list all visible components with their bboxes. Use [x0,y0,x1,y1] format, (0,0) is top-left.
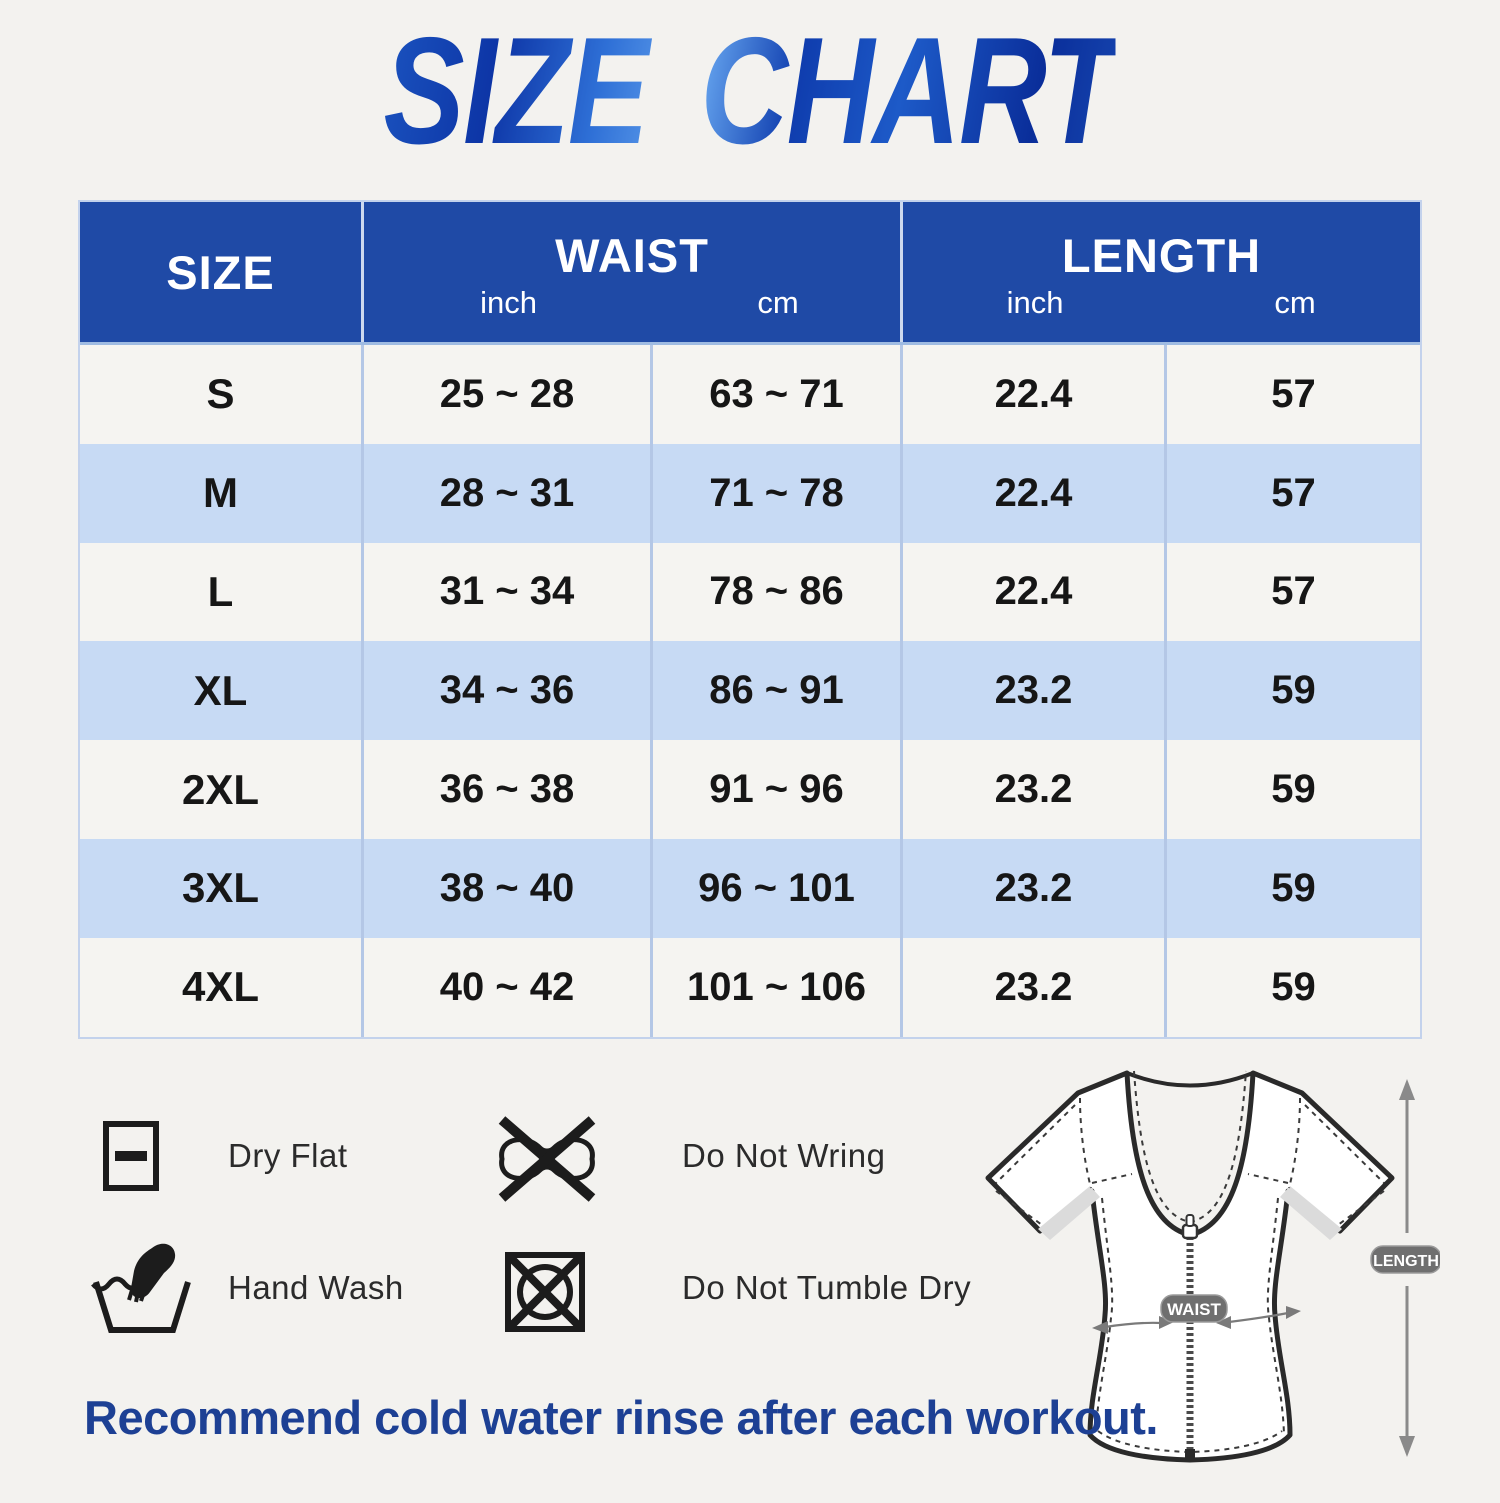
cell-waist-cm: 91 ~ 96 [650,740,900,839]
cell-size: 4XL [181,963,260,1011]
cell-length-cm: 59 [1164,740,1420,839]
do-not-wring-icon [494,1112,600,1211]
hand-wash-icon [90,1240,194,1341]
table-row: 3XL 38 ~ 40 96 ~ 101 23.2 59 [80,838,1420,938]
cell-waist-inch: 40 ~ 42 [361,937,650,1037]
header-waist-cm: cm [757,285,799,320]
cell-length-cm: 57 [1164,443,1420,543]
header-length-label: LENGTH [1061,229,1262,282]
cell-length-inch: 23.2 [900,937,1164,1037]
waist-tag: WAIST [1160,1294,1228,1323]
cell-waist-cm: 78 ~ 86 [650,542,900,642]
waist-tag-label: WAIST [1167,1300,1221,1319]
table-row: 4XL 40 ~ 42 101 ~ 106 23.2 59 [80,937,1420,1037]
cell-length-inch: 22.4 [900,345,1164,444]
hand-wash-label: Hand Wash [228,1269,404,1306]
cell-waist-cm: 86 ~ 91 [650,641,900,741]
cell-size: S [206,370,235,418]
table-row: L 31 ~ 34 78 ~ 86 22.4 57 [80,542,1420,642]
cell-size: L [207,567,234,615]
do-not-wring-label: Do Not Wring [682,1137,886,1174]
cell-waist-cm: 101 ~ 106 [650,937,900,1037]
cell-waist-inch: 25 ~ 28 [361,345,650,444]
waist-measure-arrows [1104,1311,1289,1329]
size-table-body: S 25 ~ 28 63 ~ 71 22.4 57 M 28 ~ 31 71 ~… [80,342,1420,1037]
header-waist-units: inch cm [364,285,900,321]
garment-outline [985,1070,1395,1463]
header-waist: WAIST inch cm [361,202,900,342]
cell-length-inch: 23.2 [900,740,1164,839]
size-table-header: SIZE WAIST inch cm LENGTH inch cm [80,202,1420,342]
header-length-inch: inch [1006,285,1064,320]
table-row: 2XL 36 ~ 38 91 ~ 96 23.2 59 [80,740,1420,839]
cell-waist-inch: 36 ~ 38 [361,740,650,839]
header-length: LENGTH inch cm [900,202,1420,342]
table-row: XL 34 ~ 36 86 ~ 91 23.2 59 [80,641,1420,741]
cell-length-cm: 57 [1164,345,1420,444]
cell-waist-inch: 31 ~ 34 [361,542,650,642]
header-length-units: inch cm [903,285,1420,321]
length-tag: LENGTH [1370,1245,1442,1274]
cell-length-inch: 23.2 [900,838,1164,938]
page-title: SIZE CHART [383,6,1118,176]
cell-length-cm: 59 [1164,838,1420,938]
cell-waist-inch: 28 ~ 31 [361,443,650,543]
dry-flat-label: Dry Flat [228,1137,348,1174]
do-not-tumble-dry-icon [503,1250,587,1339]
cell-waist-cm: 96 ~ 101 [650,838,900,938]
cell-length-cm: 59 [1164,937,1420,1037]
do-not-tumble-dry-label: Do Not Tumble Dry [682,1269,972,1306]
cell-length-inch: 23.2 [900,641,1164,741]
cell-size: M [203,469,238,517]
size-table: SIZE WAIST inch cm LENGTH inch cm S 25 ~… [78,200,1422,1039]
cell-length-cm: 57 [1164,542,1420,642]
header-waist-inch: inch [480,285,537,320]
cell-waist-cm: 63 ~ 71 [650,345,900,444]
garment-illustration-svg: WAIST LENGTH [985,1070,1442,1463]
cell-waist-inch: 34 ~ 36 [361,641,650,741]
garment-diagram: WAIST LENGTH [940,1043,1442,1498]
footer-note: Recommend cold water rinse after each wo… [84,1391,1158,1444]
cell-length-inch: 22.4 [900,542,1164,642]
cell-length-cm: 59 [1164,641,1420,741]
header-size: SIZE [80,202,361,342]
cell-size: XL [193,666,248,714]
header-waist-label: WAIST [555,229,709,282]
cell-size: 2XL [181,765,260,813]
cell-waist-inch: 38 ~ 40 [361,838,650,938]
dry-flat-icon [102,1120,160,1197]
header-size-label: SIZE [166,245,275,299]
cell-waist-cm: 71 ~ 78 [650,443,900,543]
table-row: M 28 ~ 31 71 ~ 78 22.4 57 [80,443,1420,543]
cell-size: 3XL [181,864,260,912]
page-title-wrap: SIZE CHART [0,6,1500,176]
cell-length-inch: 22.4 [900,443,1164,543]
length-tag-label: LENGTH [1373,1253,1439,1270]
table-row: S 25 ~ 28 63 ~ 71 22.4 57 [80,345,1420,444]
header-length-cm: cm [1274,285,1316,320]
